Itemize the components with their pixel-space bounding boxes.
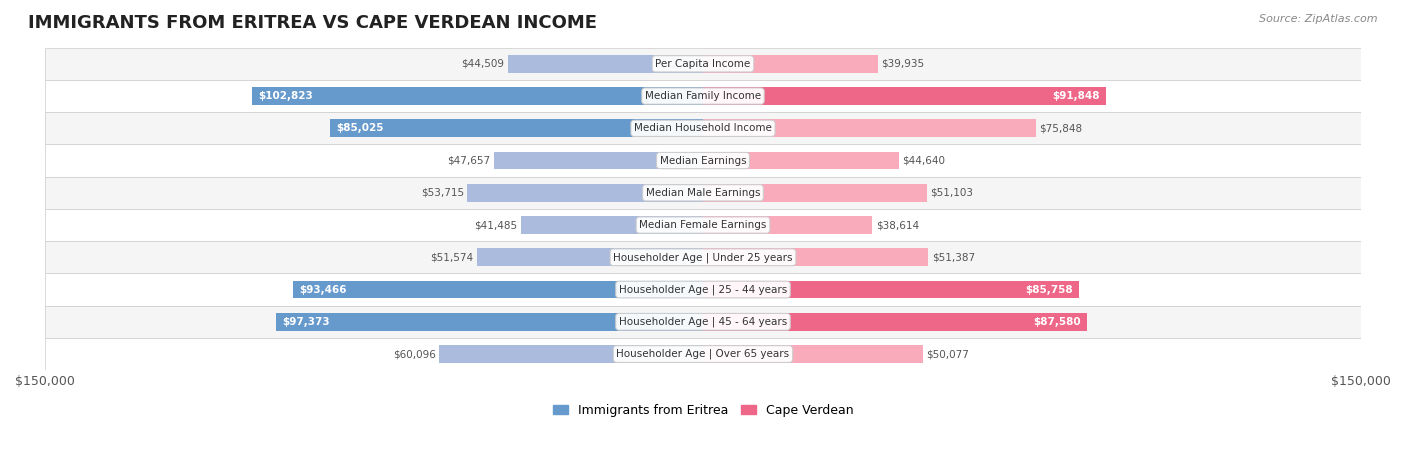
Bar xyxy=(45,274,1361,306)
Bar xyxy=(45,112,1361,144)
Text: $51,387: $51,387 xyxy=(932,252,974,262)
Bar xyxy=(252,87,703,105)
Legend: Immigrants from Eritrea, Cape Verdean: Immigrants from Eritrea, Cape Verdean xyxy=(548,399,858,422)
Text: $97,373: $97,373 xyxy=(283,317,330,327)
Bar xyxy=(45,241,1361,274)
Text: Median Female Earnings: Median Female Earnings xyxy=(640,220,766,230)
Bar xyxy=(703,152,898,170)
Text: $50,077: $50,077 xyxy=(927,349,969,359)
Bar xyxy=(330,120,703,137)
Text: Median Earnings: Median Earnings xyxy=(659,156,747,166)
Text: $39,935: $39,935 xyxy=(882,59,925,69)
Bar xyxy=(45,48,1361,80)
Bar xyxy=(292,281,703,298)
Text: Median Male Earnings: Median Male Earnings xyxy=(645,188,761,198)
Bar xyxy=(703,55,879,73)
Bar xyxy=(522,216,703,234)
Text: $75,848: $75,848 xyxy=(1039,123,1083,133)
Text: $51,574: $51,574 xyxy=(430,252,474,262)
Text: $85,758: $85,758 xyxy=(1025,284,1073,295)
Bar xyxy=(45,144,1361,177)
Text: $91,848: $91,848 xyxy=(1052,91,1099,101)
Bar xyxy=(467,184,703,202)
Bar xyxy=(276,313,703,331)
Text: Per Capita Income: Per Capita Income xyxy=(655,59,751,69)
Bar xyxy=(439,345,703,363)
Text: $87,580: $87,580 xyxy=(1033,317,1081,327)
Bar xyxy=(703,313,1087,331)
Text: $85,025: $85,025 xyxy=(336,123,384,133)
Bar xyxy=(508,55,703,73)
Text: Householder Age | 45 - 64 years: Householder Age | 45 - 64 years xyxy=(619,317,787,327)
Text: Median Family Income: Median Family Income xyxy=(645,91,761,101)
Text: IMMIGRANTS FROM ERITREA VS CAPE VERDEAN INCOME: IMMIGRANTS FROM ERITREA VS CAPE VERDEAN … xyxy=(28,14,598,32)
Bar xyxy=(477,248,703,266)
Bar xyxy=(45,338,1361,370)
Bar xyxy=(703,120,1036,137)
Text: $44,640: $44,640 xyxy=(903,156,945,166)
Bar xyxy=(703,216,872,234)
Bar xyxy=(703,87,1107,105)
Text: $47,657: $47,657 xyxy=(447,156,491,166)
Bar xyxy=(45,177,1361,209)
Bar xyxy=(45,306,1361,338)
Text: $51,103: $51,103 xyxy=(931,188,973,198)
Bar xyxy=(703,248,928,266)
Text: $38,614: $38,614 xyxy=(876,220,918,230)
Bar xyxy=(703,345,922,363)
Bar xyxy=(703,281,1080,298)
Bar xyxy=(45,209,1361,241)
Text: Householder Age | 25 - 44 years: Householder Age | 25 - 44 years xyxy=(619,284,787,295)
Text: $53,715: $53,715 xyxy=(420,188,464,198)
Text: $41,485: $41,485 xyxy=(475,220,517,230)
Text: $93,466: $93,466 xyxy=(299,284,347,295)
Text: Householder Age | Over 65 years: Householder Age | Over 65 years xyxy=(616,349,790,359)
Text: Source: ZipAtlas.com: Source: ZipAtlas.com xyxy=(1260,14,1378,24)
Bar xyxy=(45,80,1361,112)
Text: Householder Age | Under 25 years: Householder Age | Under 25 years xyxy=(613,252,793,262)
Text: Median Household Income: Median Household Income xyxy=(634,123,772,133)
Text: $60,096: $60,096 xyxy=(394,349,436,359)
Bar xyxy=(494,152,703,170)
Bar xyxy=(703,184,927,202)
Text: $102,823: $102,823 xyxy=(259,91,314,101)
Text: $44,509: $44,509 xyxy=(461,59,505,69)
